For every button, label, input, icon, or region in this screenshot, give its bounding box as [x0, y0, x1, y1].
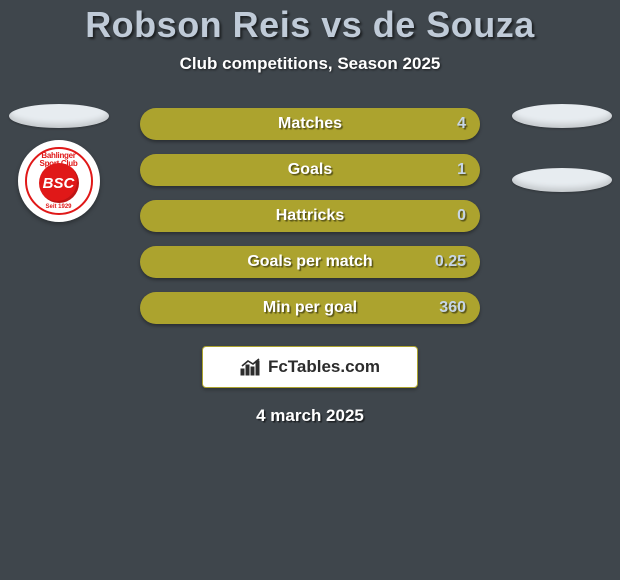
bar-chart-icon [240, 358, 262, 376]
brand-text: FcTables.com [268, 357, 380, 377]
club-badge-initials: BSC [39, 163, 79, 203]
page-subtitle: Club competitions, Season 2025 [0, 54, 620, 74]
stat-bar-goals: Goals 1 [140, 154, 480, 186]
stats-bars: Matches 4 Goals 1 Hattricks 0 Goals per … [140, 108, 480, 324]
content-wrapper: Robson Reis vs de Souza Club competition… [0, 0, 620, 426]
stat-value: 0.25 [435, 253, 466, 271]
stat-value: 4 [457, 115, 466, 133]
player-right-placeholder [512, 104, 612, 128]
stat-label: Goals per match [247, 253, 372, 271]
player-right-slot [509, 104, 614, 192]
comparison-arena: Bahlinger Sport Club BSC Seit 1929 Match… [0, 108, 620, 324]
club-badge-seit: Seit 1929 [45, 204, 71, 210]
page-title: Robson Reis vs de Souza [0, 4, 620, 46]
stat-label: Hattricks [276, 207, 344, 225]
stat-bar-goals-per-match: Goals per match 0.25 [140, 246, 480, 278]
stat-label: Matches [278, 115, 342, 133]
stat-value: 0 [457, 207, 466, 225]
stat-value: 360 [439, 299, 466, 317]
brand-box[interactable]: FcTables.com [202, 346, 418, 388]
date-text: 4 march 2025 [0, 406, 620, 426]
club-right-placeholder [512, 168, 612, 192]
stat-label: Min per goal [263, 299, 357, 317]
stat-bar-hattricks: Hattricks 0 [140, 200, 480, 232]
stat-bar-min-per-goal: Min per goal 360 [140, 292, 480, 324]
player-left-placeholder [9, 104, 109, 128]
stat-label: Goals [288, 161, 332, 179]
stat-bar-matches: Matches 4 [140, 108, 480, 140]
club-badge-left: Bahlinger Sport Club BSC Seit 1929 [18, 140, 100, 222]
player-left-slot: Bahlinger Sport Club BSC Seit 1929 [6, 104, 111, 222]
stat-value: 1 [457, 161, 466, 179]
